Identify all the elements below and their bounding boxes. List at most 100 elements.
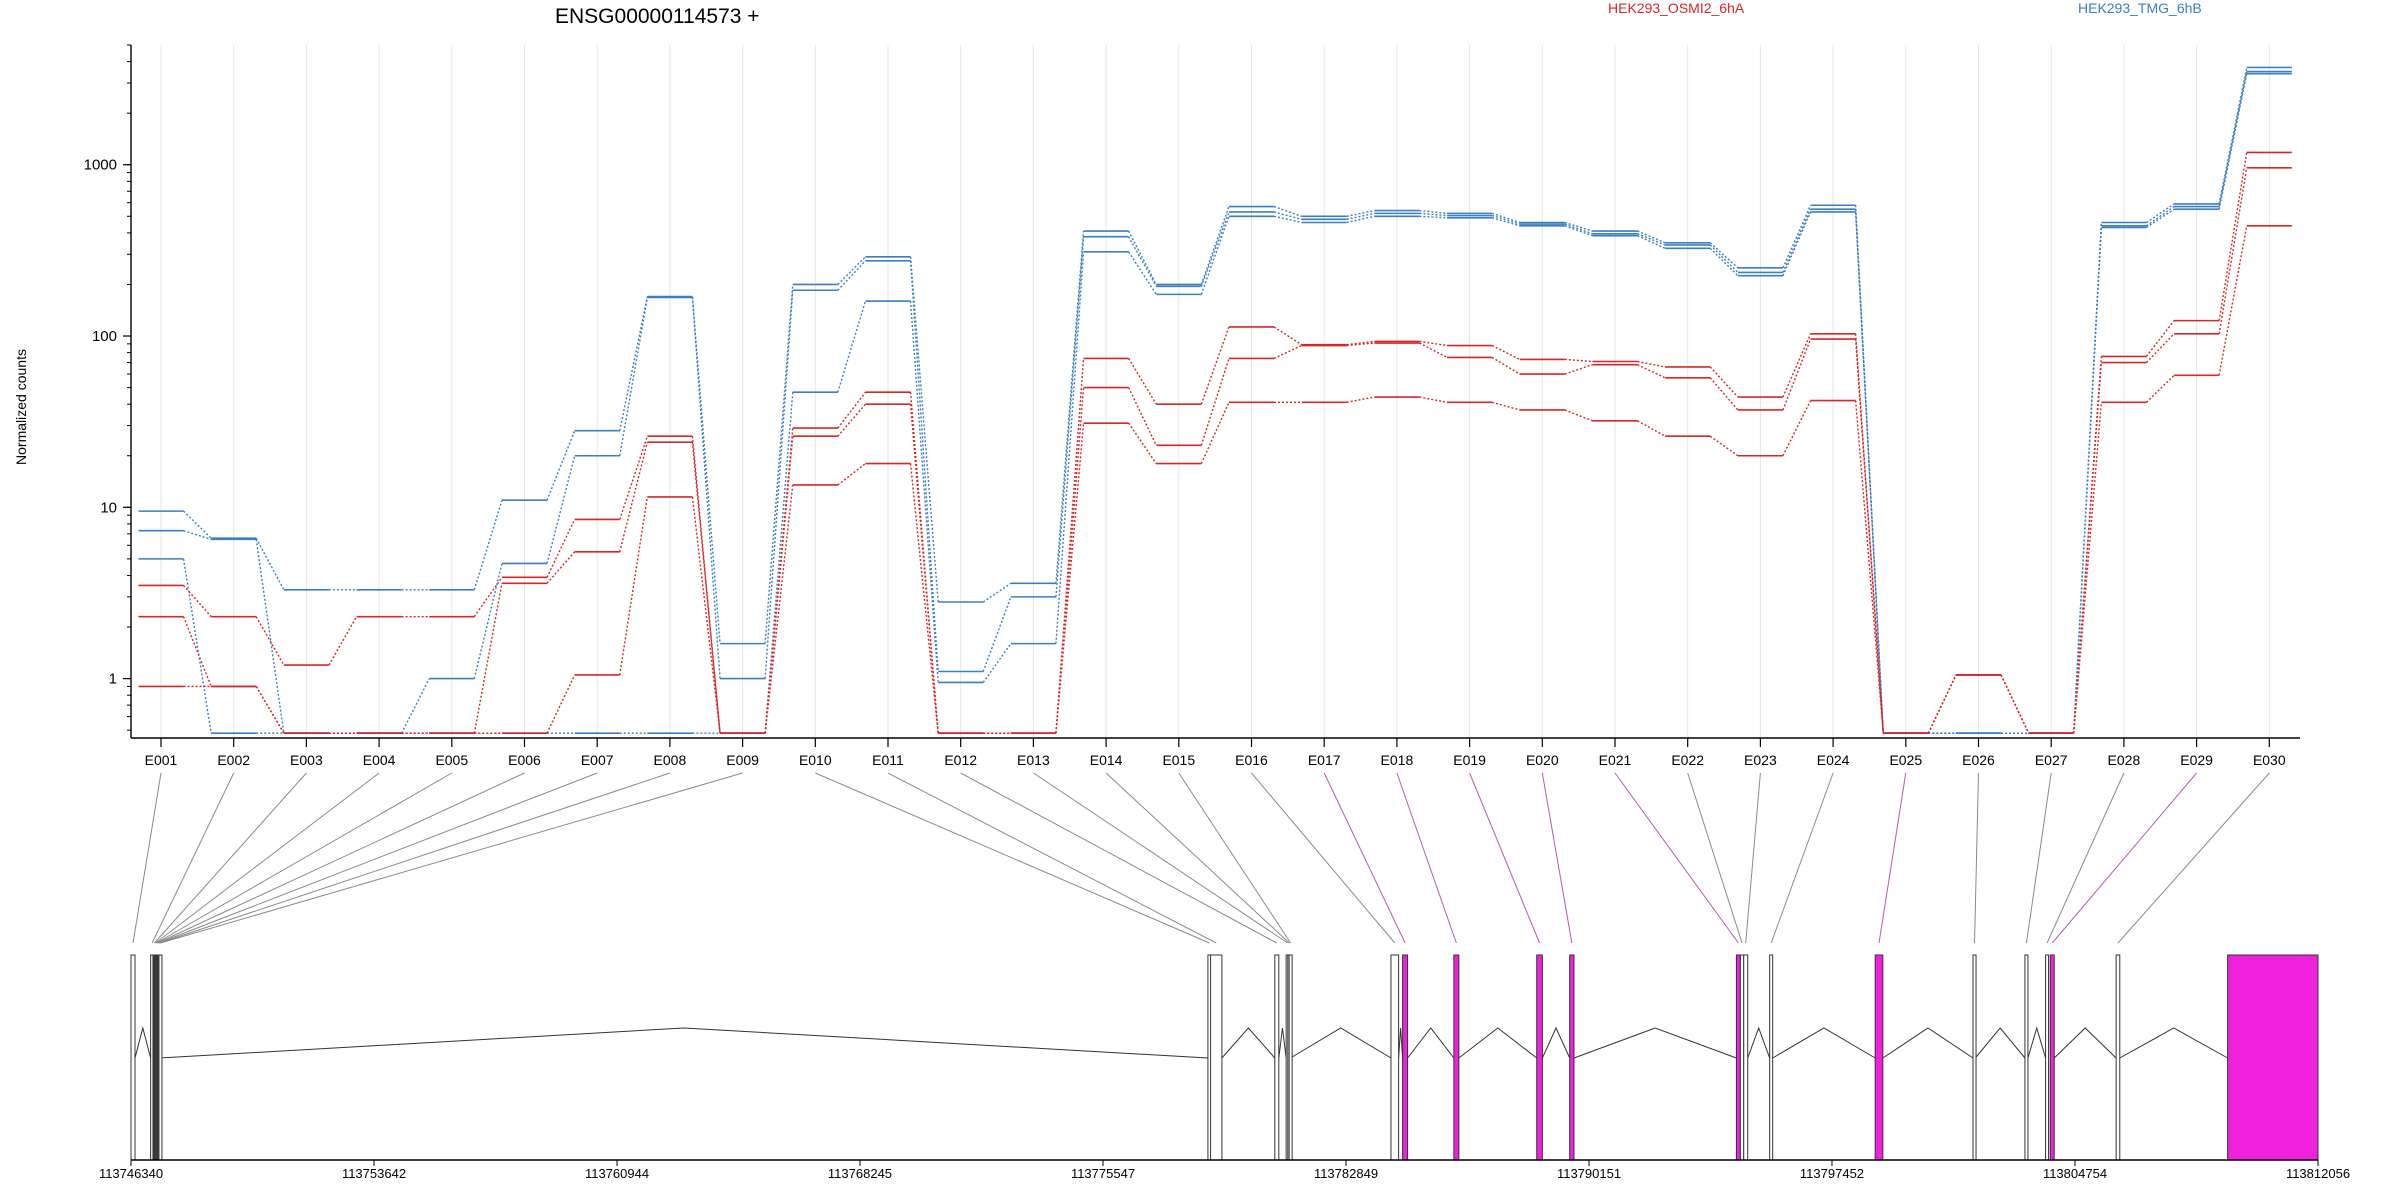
transition-segment	[1273, 211, 1302, 221]
transition-segment	[1709, 377, 1739, 411]
exon-connector	[2117, 772, 2270, 944]
coord-tick-label: 113753642	[342, 1166, 406, 1181]
transition-segment	[837, 463, 866, 486]
transition-segment	[1564, 358, 1593, 363]
transition-segment	[2145, 333, 2175, 364]
exon-box	[158, 954, 163, 1161]
intron-line	[1278, 1027, 1287, 1059]
transition-segment	[1419, 396, 1448, 404]
exon-connector	[155, 772, 380, 944]
x-tick-label: E015	[1162, 752, 1195, 768]
transition-segment	[2146, 208, 2175, 229]
transition-segment	[1055, 230, 1085, 584]
transition-segment	[255, 539, 285, 734]
transition-segment	[1854, 333, 1884, 734]
transition-segment	[182, 616, 212, 687]
x-tick-label: E030	[2253, 752, 2286, 768]
intron-line	[1747, 1026, 1771, 1059]
x-tick-label: E022	[1671, 752, 1704, 768]
transition-segment	[1200, 358, 1230, 446]
exon-connector	[1105, 772, 1290, 944]
transition-segment	[691, 442, 721, 734]
transition-segment	[255, 686, 285, 734]
transition-segment	[473, 583, 503, 734]
transition-segment	[1128, 236, 1157, 287]
transition-segment	[691, 296, 721, 644]
transition-segment	[255, 616, 285, 666]
transition-segment	[909, 392, 939, 734]
transition-segment	[982, 582, 1012, 603]
exon-connector	[2051, 772, 2197, 944]
transition-segment	[837, 260, 866, 291]
transition-segment	[1273, 205, 1302, 217]
intron-line	[1407, 1027, 1455, 1059]
intron-line	[1221, 1027, 1276, 1059]
intron-line	[134, 1026, 152, 1059]
exon-connector	[815, 772, 1210, 944]
intron-line	[2119, 1027, 2228, 1059]
transition-segment	[1346, 215, 1375, 224]
transition-segment	[1200, 216, 1230, 295]
transition-segment	[909, 301, 939, 683]
y-tick-label: 1000	[84, 157, 117, 174]
coord-tick-label: 113804754	[2043, 1166, 2107, 1181]
intron-line	[1290, 1027, 1392, 1059]
exon-box	[130, 954, 136, 1161]
transition-segment	[2145, 374, 2175, 403]
transition-segment	[1637, 364, 1666, 379]
exon-connector	[1178, 772, 1292, 944]
transition-segment	[473, 500, 503, 590]
transition-segment	[2218, 167, 2248, 334]
coord-tick-label: 113775547	[1071, 1166, 1135, 1181]
transition-segment	[546, 551, 576, 584]
exon-box	[2227, 954, 2319, 1161]
transition-segment	[1419, 215, 1448, 219]
transition-segment	[1564, 364, 1593, 375]
intron-line	[1772, 1027, 1876, 1059]
intron-line	[2027, 1026, 2047, 1059]
exon-connector	[2025, 772, 2052, 944]
genomic-coordinate-axis: 113746340 113753642 113760944 113768245 1137…	[99, 1159, 2350, 1181]
exon-box	[1390, 954, 1400, 1161]
y-tick-label: 100	[92, 328, 117, 345]
transition-segment	[1782, 208, 1812, 273]
transition-segment	[255, 537, 285, 591]
exon-connector	[1745, 772, 1761, 944]
intron-line	[1458, 1027, 1538, 1059]
exon-connector	[151, 772, 235, 944]
transition-segment	[764, 484, 794, 734]
x-tick-label: E010	[799, 752, 832, 768]
transition-segment	[1419, 342, 1448, 359]
transition-segment	[2073, 362, 2103, 734]
transition-segment	[1200, 206, 1230, 285]
transition-segment	[619, 496, 649, 676]
transition-segment	[764, 392, 794, 734]
transition-segment	[1564, 225, 1593, 237]
exon-connector	[158, 772, 598, 944]
exon-box	[2045, 954, 2050, 1161]
transition-segment	[619, 436, 649, 520]
transition-segment	[837, 256, 866, 285]
exon-connector	[1770, 772, 1834, 944]
transition-segment	[1128, 230, 1157, 285]
transition-segment	[982, 596, 1012, 672]
x-tick-label: E023	[1744, 752, 1777, 768]
intron-line	[1398, 1027, 1404, 1059]
exon-box	[1569, 954, 1575, 1161]
exon-connector	[157, 772, 525, 944]
y-tick-label: 1	[109, 671, 117, 688]
transition-segment	[1564, 221, 1593, 232]
transition-segment	[1128, 422, 1157, 464]
transition-segment	[837, 391, 867, 429]
exon-box	[1972, 954, 1977, 1161]
transition-segment	[764, 436, 794, 734]
transition-segment	[1273, 326, 1303, 346]
exon-connector	[1878, 772, 1907, 944]
transition-segment	[1128, 358, 1157, 405]
transition-segment	[1273, 344, 1302, 360]
exon-connector	[1974, 772, 1979, 944]
transition-segment	[837, 403, 866, 437]
transition-segment	[1782, 211, 1812, 276]
transition-segment	[2073, 402, 2103, 734]
